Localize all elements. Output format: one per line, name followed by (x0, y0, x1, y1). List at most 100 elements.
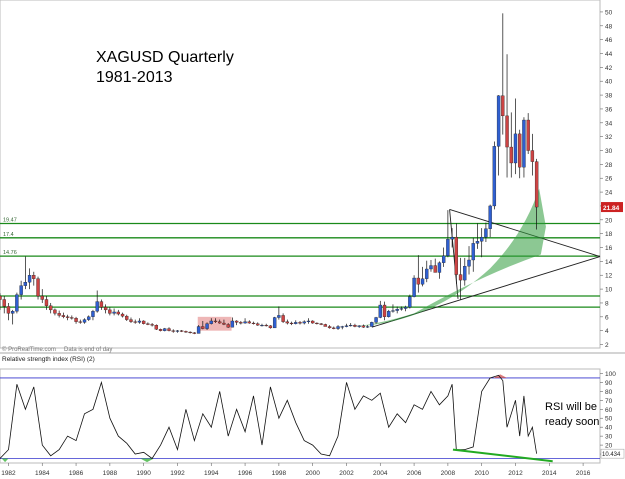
price-axis-tick-label: 44 (605, 51, 613, 58)
candle-body (467, 259, 471, 267)
candle-body (218, 321, 222, 324)
candle-body (192, 332, 197, 334)
candle-body (463, 266, 467, 281)
candle-body (488, 205, 492, 229)
price-axis-tick-label: 4 (605, 328, 609, 335)
candle-body (530, 150, 535, 162)
price-axis-tick-label: 14 (605, 259, 613, 266)
x-axis-tick-label: 1988 (103, 470, 118, 477)
candle-body (505, 115, 509, 148)
price-axis-tick-label: 12 (605, 273, 613, 280)
candle-body (294, 322, 298, 324)
x-axis-tick-label: 1994 (204, 470, 219, 477)
price-axis-tick-label: 28 (605, 162, 613, 169)
price-axis-tick-label: 16 (605, 245, 613, 252)
x-axis-tick-label: 2002 (339, 470, 354, 477)
price-axis-tick-label: 2 (605, 342, 609, 349)
candle-body (344, 325, 349, 327)
candle-body (458, 274, 463, 281)
candle-body (196, 326, 201, 334)
price-axis-tick-label: 8 (605, 300, 609, 307)
x-axis-tick-label: 2016 (576, 470, 591, 477)
candle-body (82, 319, 87, 323)
candle-body (222, 322, 226, 325)
candle-body (353, 324, 357, 327)
price-axis-tick-label: 30 (605, 148, 613, 155)
candle-body (433, 265, 437, 273)
trend-fan (197, 188, 601, 331)
price-axis-tick-label: 48 (605, 23, 613, 30)
candle-body (150, 324, 154, 326)
support-level-label: 14.76 (3, 250, 17, 256)
candle-body (226, 324, 230, 328)
x-axis-tick-label: 2008 (441, 470, 456, 477)
candle-body (91, 311, 95, 317)
candle-body (70, 317, 74, 319)
candle-body (260, 324, 264, 327)
rsi-axis-tick-label: 60 (605, 407, 613, 414)
rsi-overbought-fill (493, 374, 508, 378)
price-axis-tick-label: 18 (605, 231, 613, 238)
candle-body (125, 315, 129, 320)
candle-body (332, 327, 336, 329)
rsi-axis-tick-label: 90 (605, 380, 613, 387)
rsi-oversold-fill (1, 458, 9, 463)
candle-body (277, 315, 281, 318)
candle-body (382, 304, 387, 317)
candle-body (484, 228, 488, 238)
candle-body (518, 133, 522, 168)
candle-body (112, 311, 116, 314)
triangle-left-line (449, 209, 459, 299)
candle-body (374, 317, 378, 323)
x-axis-tick-label: 2010 (474, 470, 489, 477)
candle-body (120, 313, 125, 317)
price-axis-tick-label: 34 (605, 120, 613, 127)
rsi-axis-tick-label: 30 (605, 434, 613, 441)
candle-body (36, 278, 40, 297)
candle-body (501, 95, 505, 117)
candle-body (416, 277, 420, 285)
rsi-axis-tick-label: 100 (605, 371, 616, 378)
candle-body (23, 282, 28, 286)
candle-body (403, 306, 408, 309)
x-axis-tick-label: 1984 (35, 470, 50, 477)
candle-body (61, 315, 66, 317)
candle-body (137, 320, 142, 323)
candle-body (256, 323, 260, 326)
candle-body (311, 320, 315, 324)
candle-body (74, 318, 78, 322)
rsi-value-box (600, 448, 625, 459)
candle-body (205, 323, 209, 329)
rsi-axis-tick-label: 20 (605, 443, 613, 450)
candle-body (2, 299, 6, 307)
candle-body (78, 321, 82, 323)
rsi-axis-tick-label: 80 (605, 389, 613, 396)
candle-body (27, 275, 32, 283)
candle-body (99, 301, 104, 308)
x-axis-tick-label: 2012 (508, 470, 523, 477)
x-axis-tick-label: 2004 (373, 470, 388, 477)
candle-body (87, 316, 91, 320)
rsi-oversold-fill (140, 458, 154, 463)
candle-body (357, 325, 361, 327)
candle-body (11, 311, 15, 314)
support-level-label: 17.4 (3, 232, 14, 238)
candle-body (167, 328, 171, 331)
candle-body (387, 311, 391, 317)
support-level-label: 19.47 (3, 217, 17, 223)
candle-body (446, 239, 450, 256)
rsi-axis-tick-label: 40 (605, 425, 613, 432)
candle-body (522, 119, 526, 168)
candle-body (44, 299, 49, 306)
candle-body (251, 322, 256, 325)
x-axis-tick-label: 1998 (272, 470, 287, 477)
rsi-pane: 10203040506070809010010.434 (0, 352, 625, 464)
rsi-line (0, 374, 537, 460)
candle-body (32, 275, 36, 279)
rsi-title: Relative strength index (RSI) (2) (2, 356, 95, 363)
candle-body (450, 236, 454, 240)
candle-body (441, 255, 446, 263)
x-axis-tick-label: 2000 (305, 470, 320, 477)
candle-body (133, 321, 137, 323)
